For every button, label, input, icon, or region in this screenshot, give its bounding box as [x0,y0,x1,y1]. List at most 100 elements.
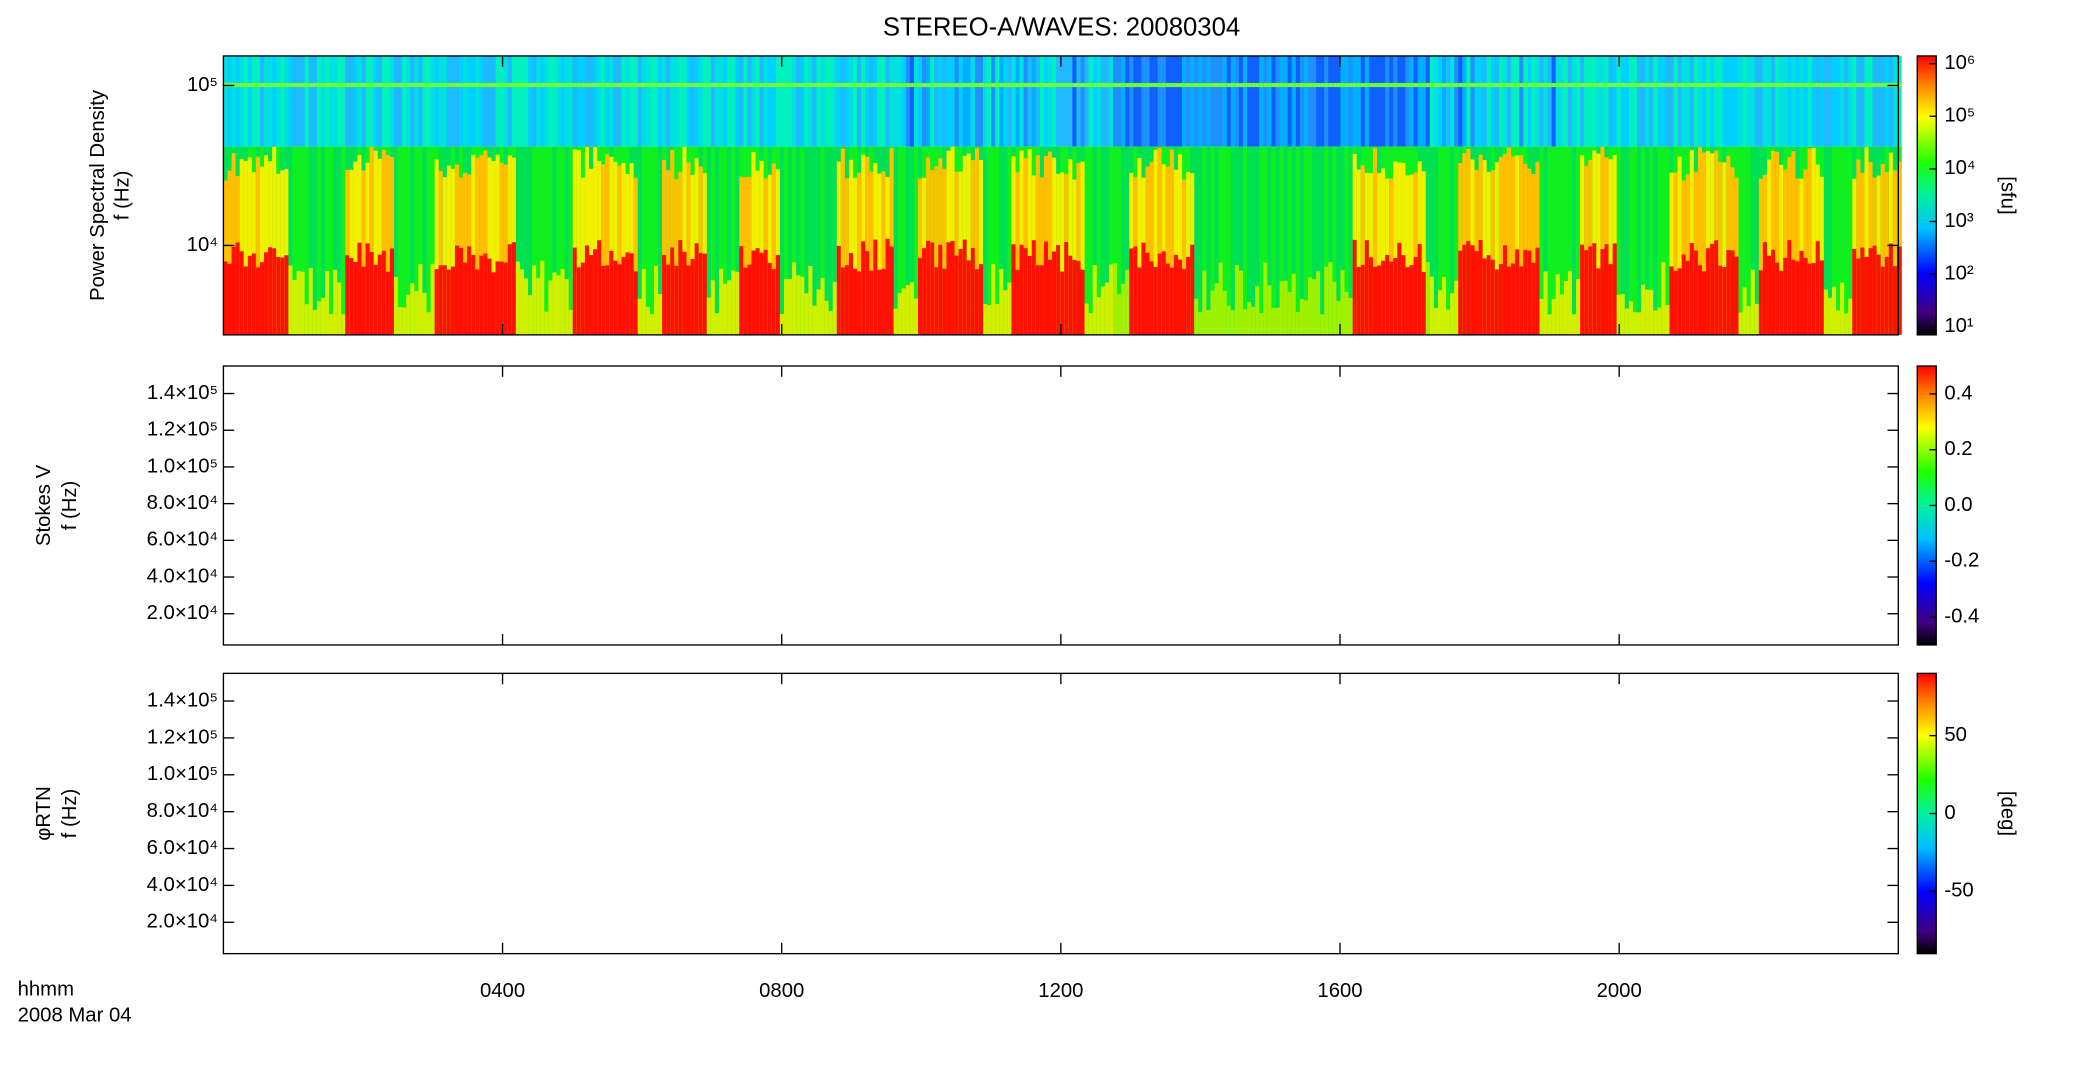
spectrogram-cell [1385,55,1390,147]
spectrogram-cell [1112,263,1118,335]
spectrogram-cell [1693,83,1699,88]
spectrogram-cell [869,83,875,88]
spectrogram-cell [280,55,286,147]
spectrogram-cell [552,83,558,88]
spectrogram-cell [1527,55,1533,147]
spectrogram-cell [1454,280,1459,335]
spectrogram-cell [394,55,399,147]
spectrogram-cell [857,271,862,335]
spectrogram-cell [674,83,680,88]
spectrogram-cell [893,55,899,147]
spectrogram-cell [564,83,570,88]
spectrogram-cell [950,146,956,335]
y-tick-label: 1.2×10⁵ [147,419,218,441]
spectrogram-cell [901,146,907,335]
spectrogram-cell [1848,146,1853,335]
spectrogram-cell [1210,55,1216,147]
x-axis-label: hhmm [18,979,74,1001]
spectrogram-cell [1649,55,1654,147]
spectrogram-cell [1316,55,1321,147]
spectrogram-cell [1596,83,1602,88]
spectrogram-cell [1758,270,1764,335]
spectrogram-cell [848,55,854,147]
spectrogram-cell [739,55,745,147]
colorbar-tick-label: 0.0 [1944,494,1972,516]
spectrogram-cell [1149,261,1155,335]
spectrogram-cell [1401,163,1407,335]
spectrogram-cell [1580,244,1585,335]
spectrogram-cell [1247,55,1252,147]
spectrogram-cell [1393,161,1399,335]
spectrogram-cell [865,55,870,147]
spectrogram-cell [1811,148,1817,335]
spectrogram-cell [1019,244,1025,335]
spectrogram-cell [918,83,923,88]
spectrogram-cell [593,249,598,335]
spectrogram-cell [548,146,554,335]
spectrogram-cell [1019,83,1025,88]
spectrogram-cell [361,170,367,335]
spectrogram-cell [1100,83,1106,88]
spectrogram-cell [686,83,692,88]
spectrogram-cell [438,265,444,335]
spectrogram-cell [1405,175,1411,335]
spectrogram-cell [727,55,732,147]
spectrogram-cell [1636,55,1642,147]
spectrogram-cell [1758,83,1764,88]
spectrogram-cell [1645,55,1650,147]
spectrogram-cell [702,55,708,147]
spectrogram-cell [1104,282,1110,335]
y-tick-label: 6.0×10⁴ [147,837,218,859]
spectrogram-cell [446,83,452,88]
spectrogram-cell [1450,55,1455,147]
spectrogram-cell [1531,83,1537,88]
spectrogram-cell [568,55,574,147]
spectrogram-cell [881,171,887,335]
spectrogram-cell [1775,151,1780,335]
spectrogram-cell [727,83,732,88]
spectrogram-cell [1632,146,1638,335]
spectrogram-cell [1019,150,1025,335]
spectrogram-cell [353,55,359,147]
spectrogram-cell [1214,283,1220,335]
spectrogram-cell [1726,155,1732,335]
spectrogram-cell [1811,83,1817,88]
spectrogram-cell [861,83,866,88]
spectrogram-cell [402,55,407,147]
spectrogram-cell [816,289,822,335]
spectrogram-cell [1807,55,1813,147]
spectrogram-cell [280,83,286,88]
spectrogram-cell [329,55,334,147]
spectrogram-cell [1831,55,1837,147]
spectrogram-cell [1819,176,1825,335]
spectrogram-cell [808,83,814,88]
spectrogram-cell [913,298,919,335]
spectrogram-cell [1880,83,1886,88]
spectrogram-cell [844,178,850,335]
spectrogram-cell [353,83,359,88]
spectrogram-cell [1173,83,1179,88]
spectrogram-cell [1762,242,1768,335]
spectrogram-cell [1060,271,1065,335]
spectrogram-cell [1283,83,1289,88]
spectrogram-cell [1515,83,1520,88]
spectrogram-cell [414,83,420,88]
spectrogram-cell [1754,303,1760,335]
spectrogram-cell [1011,83,1017,88]
spectrogram-cell [934,55,940,147]
spectrogram-cell [239,159,245,335]
spectrogram-cell [702,83,708,88]
spectrogram-cell [1096,146,1102,335]
spectrogram-cell [775,55,781,147]
spectrogram-cell [1328,262,1334,335]
spectrogram-cell [426,83,432,88]
spectrogram-cell [1108,146,1114,335]
spectrogram-cell [1397,242,1403,335]
spectrogram-cell [1498,263,1504,335]
spectrogram-cell [1864,83,1870,88]
spectrogram-cell [1320,83,1325,88]
spectrogram-cell [1523,163,1528,335]
spectrogram-cell [641,268,647,335]
spectrogram-cell [1844,83,1849,88]
spectrogram-cell [337,55,342,147]
